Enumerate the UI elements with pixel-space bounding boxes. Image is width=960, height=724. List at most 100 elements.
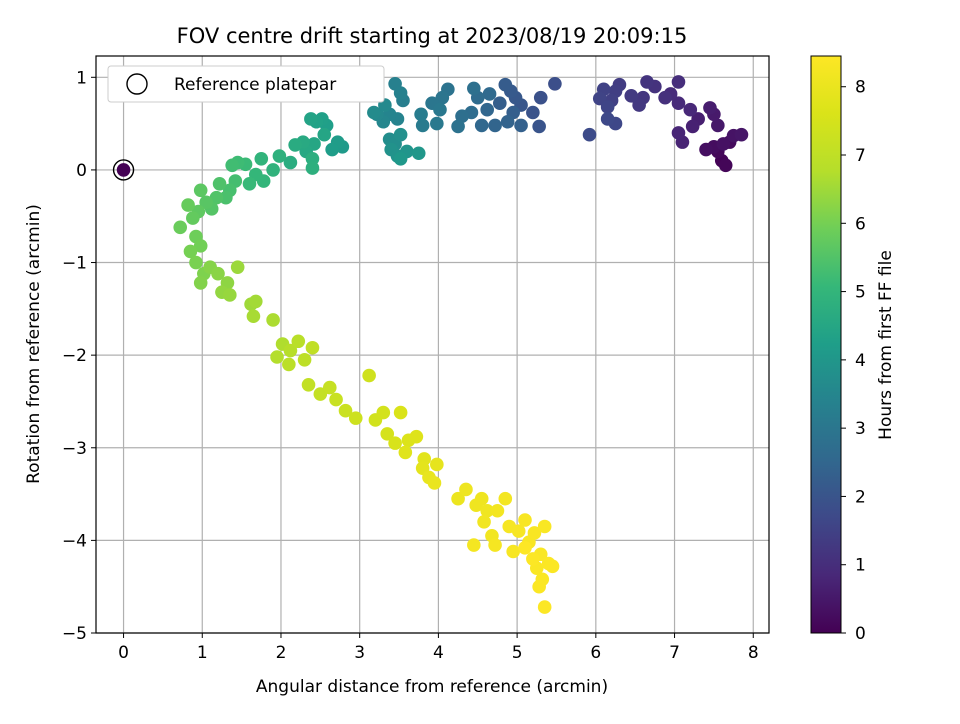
scatter-point xyxy=(409,429,424,444)
scatter-point xyxy=(734,127,749,142)
scatter-point xyxy=(209,190,224,205)
reference-marker xyxy=(112,159,135,181)
x-tick-label: 2 xyxy=(276,643,287,663)
scatter-point xyxy=(189,255,203,270)
scatter-point xyxy=(376,405,391,420)
scatter-point xyxy=(225,158,239,173)
scatter-point xyxy=(518,513,532,527)
scatter-point xyxy=(451,491,465,506)
scatter-point xyxy=(301,377,316,392)
y-tick-label: −1 xyxy=(62,254,87,274)
scatter-point xyxy=(338,403,353,418)
scatter-point xyxy=(393,127,408,142)
scatter-point xyxy=(582,127,597,142)
scatter-point xyxy=(498,77,513,92)
scatter-point xyxy=(511,524,526,538)
scatter-point xyxy=(116,163,131,177)
scatter-point xyxy=(380,427,395,441)
scatter-point xyxy=(322,380,337,395)
scatter-point xyxy=(362,368,376,383)
scatter-point xyxy=(480,102,495,117)
scatter-point xyxy=(430,457,444,472)
x-tick-label: 3 xyxy=(354,643,365,663)
x-tick-label: 4 xyxy=(433,643,444,663)
colorbar-tick-label: 2 xyxy=(855,487,866,507)
colorbar-tick-label: 5 xyxy=(855,283,866,303)
scatter-point xyxy=(526,105,540,120)
scatter-point xyxy=(288,138,302,152)
scatter-point xyxy=(291,334,306,349)
x-axis-label: Angular distance from reference (arcmin) xyxy=(256,677,608,697)
scatter-point xyxy=(527,526,542,540)
scatter-point xyxy=(716,137,731,151)
scatter-point xyxy=(388,436,402,450)
scatter-point xyxy=(325,142,339,157)
scatter-point xyxy=(219,190,233,205)
scatter-point xyxy=(532,579,546,594)
scatter-point xyxy=(500,114,515,129)
scatter-point xyxy=(703,101,717,115)
scatter-point xyxy=(193,239,208,253)
scatter-point xyxy=(467,538,481,552)
scatter-point xyxy=(248,294,263,309)
x-tick-label: 7 xyxy=(669,643,680,663)
scatter-point xyxy=(493,96,507,111)
scatter-point xyxy=(242,177,257,191)
colorbar-label: Hours from first FF file xyxy=(876,250,896,440)
reference-platepar-marker xyxy=(112,159,135,181)
scatter-point xyxy=(671,75,686,89)
legend-box xyxy=(107,65,385,103)
x-tick-label: 6 xyxy=(590,643,601,663)
legend-marker-icon xyxy=(126,73,148,95)
scatter-point xyxy=(671,126,686,140)
colorbar-gradient xyxy=(810,55,842,634)
scatter-point xyxy=(459,482,473,497)
scatter-point xyxy=(482,87,497,101)
scatter-point xyxy=(474,491,489,506)
x-tick-label: 0 xyxy=(118,643,129,663)
legend-entry-reference: Reference platepar xyxy=(174,75,336,95)
scatter-point xyxy=(518,540,532,555)
colorbar-tick-label: 1 xyxy=(855,556,866,576)
colorbar-tick-label: 6 xyxy=(855,214,866,234)
scatter-point xyxy=(211,266,225,281)
scatter-point xyxy=(193,183,208,198)
scatter-point xyxy=(685,119,700,134)
scatter-point xyxy=(718,158,733,173)
scatter-point xyxy=(526,552,540,566)
plot-frame xyxy=(95,55,770,634)
scatter-point xyxy=(181,198,195,212)
scatter-point xyxy=(317,127,332,142)
x-tick-label: 8 xyxy=(748,643,759,663)
y-tick-label: 1 xyxy=(76,68,87,88)
scatter-point xyxy=(282,357,296,372)
x-tick-label: 5 xyxy=(512,643,523,663)
scatter-point xyxy=(297,352,312,367)
scatter-point xyxy=(427,476,442,490)
scatter-point xyxy=(430,116,444,131)
scatter-point xyxy=(348,411,363,425)
colorbar-tick-label: 3 xyxy=(855,419,866,439)
scatter-point xyxy=(498,491,513,506)
y-tick-label: 0 xyxy=(76,161,87,181)
scatter-point xyxy=(537,600,552,614)
scatter-point xyxy=(411,146,426,161)
data-points xyxy=(116,75,749,614)
scatter-point xyxy=(532,119,546,134)
scatter-point xyxy=(671,96,686,111)
scatter-point xyxy=(414,107,428,122)
scatter-point xyxy=(490,503,505,518)
scatter-point xyxy=(393,152,408,166)
scatter-point xyxy=(514,118,528,133)
grid-lines xyxy=(96,56,769,634)
scatter-point xyxy=(474,118,489,133)
scatter-point xyxy=(506,544,520,559)
y-axis-ticks: 1 0 −1 −2 −3 −4 −5 xyxy=(62,68,96,644)
colorbar-ticks: 0 1 2 3 4 5 6 7 8 xyxy=(841,78,866,644)
colorbar: 0 1 2 3 4 5 6 7 8 Hours from first FF file xyxy=(810,55,896,644)
scatter-point xyxy=(398,445,413,460)
scatter-point xyxy=(393,405,408,420)
scatter-point xyxy=(304,112,318,126)
x-tick-label: 1 xyxy=(197,643,208,663)
scatter-point xyxy=(435,90,450,105)
